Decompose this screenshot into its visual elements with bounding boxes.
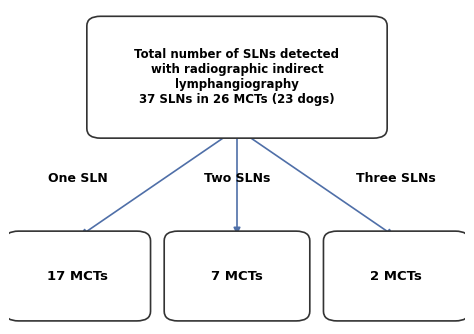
- Text: Total number of SLNs detected
with radiographic indirect
lymphangiography
37 SLN: Total number of SLNs detected with radio…: [135, 48, 339, 106]
- FancyBboxPatch shape: [164, 231, 310, 321]
- Text: Three SLNs: Three SLNs: [356, 172, 436, 185]
- FancyBboxPatch shape: [5, 231, 151, 321]
- Text: One SLN: One SLN: [48, 172, 108, 185]
- Text: 2 MCTs: 2 MCTs: [370, 270, 422, 283]
- FancyBboxPatch shape: [323, 231, 469, 321]
- Text: 7 MCTs: 7 MCTs: [211, 270, 263, 283]
- FancyBboxPatch shape: [87, 16, 387, 138]
- Text: 17 MCTs: 17 MCTs: [47, 270, 108, 283]
- Text: Two SLNs: Two SLNs: [204, 172, 270, 185]
